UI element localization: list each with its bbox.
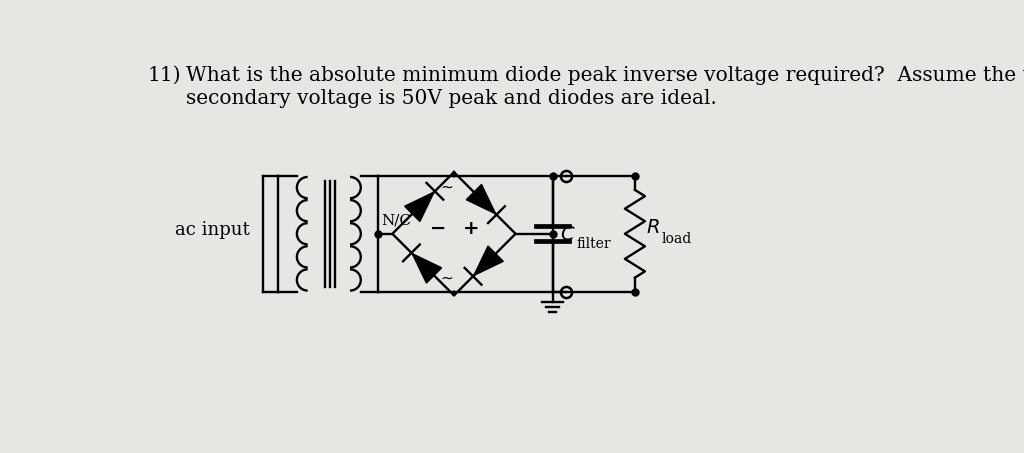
Text: −: −: [430, 220, 446, 238]
Text: filter: filter: [577, 237, 611, 251]
Polygon shape: [466, 184, 496, 214]
Text: $R$: $R$: [646, 219, 660, 236]
Text: $C$: $C$: [560, 226, 575, 244]
Text: 11): 11): [147, 66, 181, 85]
Text: +: +: [463, 220, 479, 238]
Text: secondary voltage is 50V peak and diodes are ideal.: secondary voltage is 50V peak and diodes…: [186, 89, 717, 108]
Polygon shape: [404, 192, 434, 222]
Text: ~: ~: [440, 180, 453, 195]
Text: load: load: [662, 232, 692, 246]
Text: ~: ~: [440, 271, 453, 286]
Polygon shape: [474, 246, 503, 275]
Polygon shape: [413, 254, 441, 283]
Text: N/C: N/C: [381, 214, 411, 227]
Text: ac input: ac input: [175, 221, 250, 239]
Text: What is the absolute minimum diode peak inverse voltage required?  Assume the tr: What is the absolute minimum diode peak …: [186, 66, 1024, 85]
